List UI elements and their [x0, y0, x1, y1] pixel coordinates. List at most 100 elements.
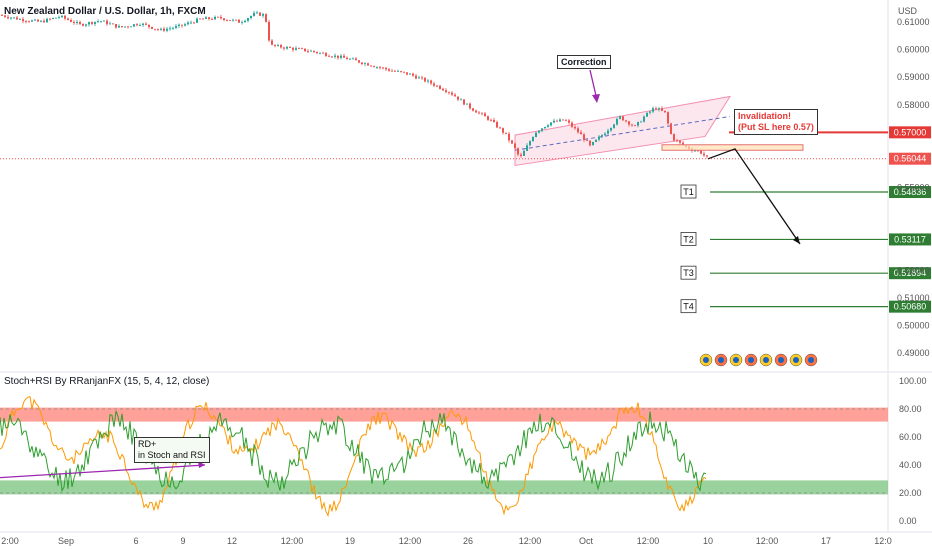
- candle-body: [439, 85, 441, 89]
- candle-body: [178, 24, 180, 27]
- correction-channel: [514, 95, 732, 167]
- candle-body: [256, 12, 258, 14]
- candle-body: [16, 17, 18, 20]
- candle-body: [13, 17, 15, 19]
- candle-body: [640, 121, 642, 123]
- price-tick: 0.58000: [897, 100, 930, 110]
- candle-body: [115, 24, 117, 28]
- candle-body: [295, 48, 297, 50]
- candle-body: [487, 116, 489, 120]
- candle-body: [595, 139, 597, 142]
- candle-body: [550, 122, 552, 126]
- candles: [1, 10, 708, 159]
- time-tick: 12:00: [756, 536, 779, 546]
- time-tick: 12: [227, 536, 237, 546]
- candle-body: [127, 26, 129, 28]
- candle-body: [199, 18, 201, 20]
- candle-body: [100, 21, 102, 22]
- candle-body: [394, 70, 396, 72]
- candle-body: [316, 51, 318, 54]
- candle-body: [7, 16, 9, 19]
- candle-body: [706, 155, 708, 157]
- candle-body: [337, 55, 339, 58]
- candle-body: [661, 108, 663, 111]
- candle-body: [643, 116, 645, 122]
- candle-body: [670, 123, 672, 135]
- target-box-T4: [680, 299, 697, 314]
- candle-body: [184, 24, 186, 26]
- candle-body: [154, 28, 156, 30]
- candle-body: [673, 134, 675, 141]
- projection-path: [707, 148, 801, 245]
- candle-body: [496, 122, 498, 128]
- candle-body: [448, 92, 450, 93]
- candle-body: [325, 53, 327, 56]
- event-flag-dot: [763, 357, 769, 363]
- candle-body: [562, 119, 564, 121]
- candle-body: [412, 73, 414, 76]
- candle-body: [475, 110, 477, 113]
- candle-body: [565, 120, 567, 122]
- correction-arrowhead: [592, 94, 600, 103]
- target-tag-T1: 0.54836: [894, 187, 927, 197]
- time-tick: 12:0: [874, 536, 892, 546]
- candle-body: [484, 113, 486, 117]
- candle-body: [679, 140, 681, 143]
- candle-body: [142, 23, 144, 26]
- candle-body: [631, 124, 633, 126]
- candle-body: [91, 22, 93, 24]
- symbol-title: New Zealand Dollar / U.S. Dollar, 1h, FX…: [4, 6, 206, 17]
- candle-body: [628, 121, 630, 125]
- candle-body: [334, 55, 336, 57]
- candle-body: [88, 22, 90, 25]
- candle-body: [517, 148, 519, 155]
- candle-body: [52, 17, 54, 19]
- candle-body: [559, 119, 561, 122]
- target-tag-bg-T2: [889, 233, 931, 246]
- candle-body: [535, 132, 537, 137]
- candle-body: [601, 135, 603, 137]
- event-flag-dot: [778, 357, 784, 363]
- candle-body: [556, 120, 558, 122]
- candle-body: [526, 145, 528, 151]
- indicator-tick: 0.00: [899, 516, 917, 526]
- candle-body: [259, 12, 261, 16]
- candle-body: [634, 125, 636, 127]
- candle-body: [148, 24, 150, 27]
- candle-body: [97, 21, 99, 22]
- candle-body: [328, 55, 330, 57]
- candle-body: [229, 20, 231, 21]
- event-flag-dot: [808, 357, 814, 363]
- price-tick: 0.55000: [897, 183, 930, 193]
- candle-body: [169, 28, 171, 30]
- candle-body: [520, 154, 522, 156]
- candle-body: [214, 16, 216, 20]
- candle-body: [493, 119, 495, 123]
- candle-body: [4, 15, 6, 17]
- time-tick: 10: [703, 536, 713, 546]
- candle-body: [163, 28, 165, 31]
- candle-body: [94, 21, 96, 24]
- candle-body: [172, 27, 174, 29]
- candle-body: [274, 44, 276, 46]
- candle-body: [190, 22, 192, 24]
- price-axis: 0.54836 0.53117 0.51894 0.50680 0.61000 0.600…: [889, 17, 931, 526]
- candle-body: [49, 18, 51, 20]
- candle-body: [433, 83, 435, 86]
- candle-body: [37, 19, 39, 22]
- candle-body: [247, 18, 249, 21]
- candle-body: [406, 72, 408, 75]
- candle-body: [700, 150, 702, 154]
- candle-body: [145, 23, 147, 25]
- candle-body: [226, 20, 228, 21]
- time-tick: 2:00: [1, 536, 19, 546]
- candle-body: [106, 20, 108, 25]
- candle-body: [388, 69, 390, 71]
- rd-line2: in Stoch and RSI: [138, 450, 206, 460]
- candle-body: [622, 116, 624, 121]
- indicator-tick: 40.00: [899, 460, 922, 470]
- candle-body: [463, 99, 465, 105]
- candle-body: [637, 121, 639, 126]
- candle-body: [445, 90, 447, 93]
- candle-body: [658, 108, 660, 110]
